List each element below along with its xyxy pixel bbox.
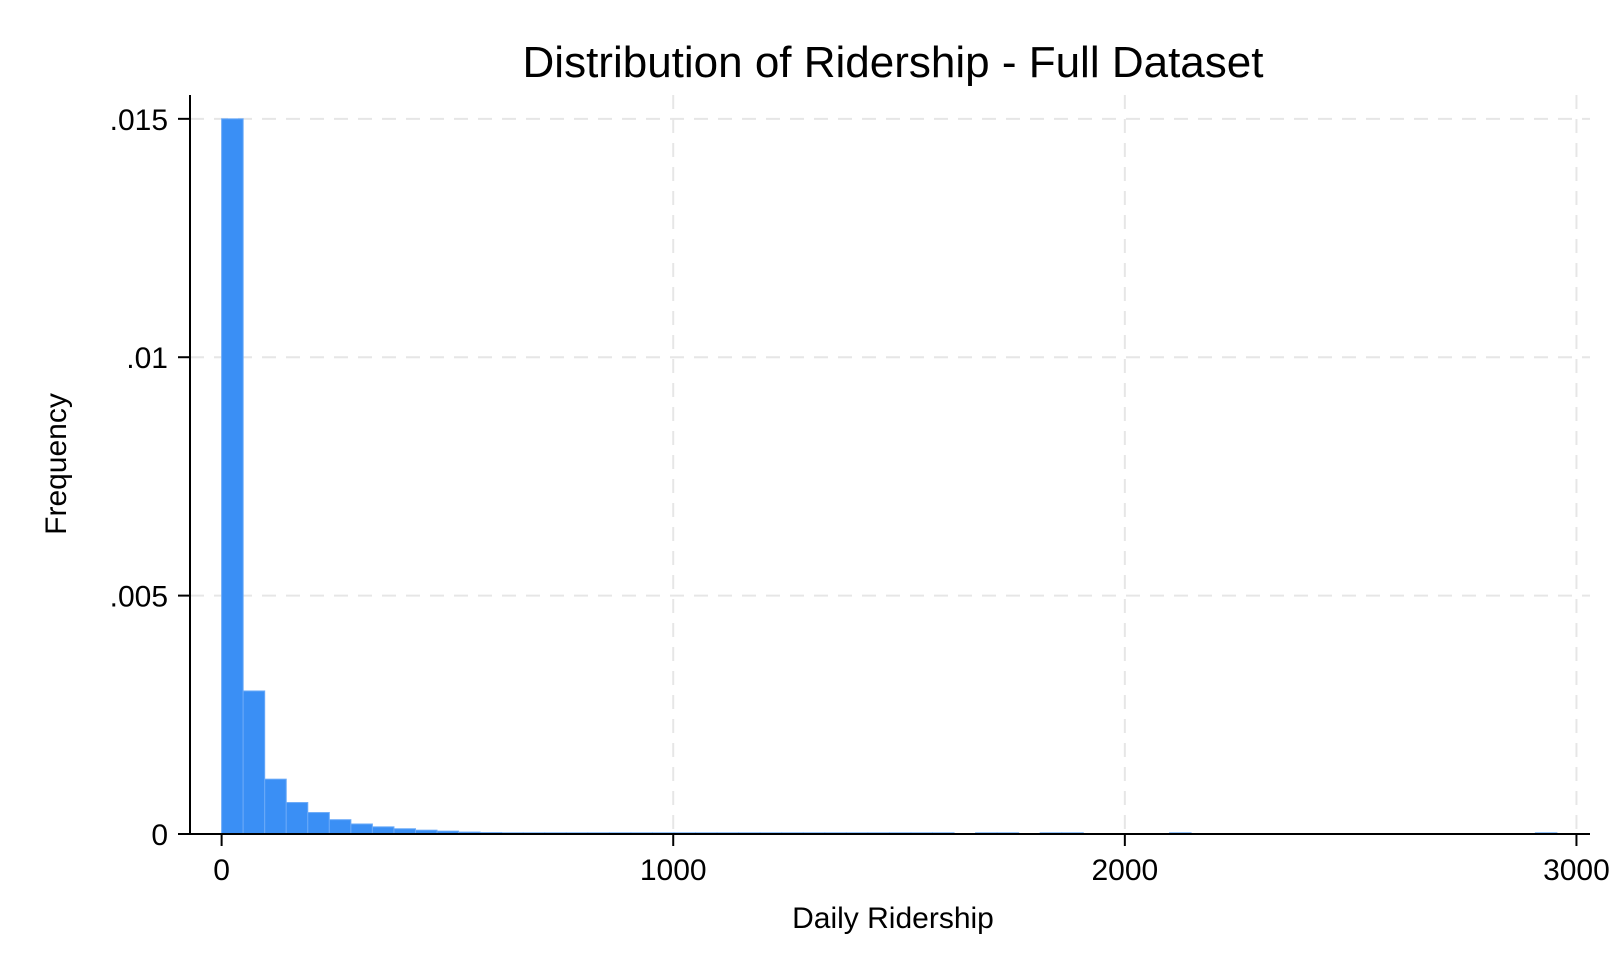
histogram-bars: [221, 118, 1558, 835]
histogram-bar-2: [264, 778, 287, 835]
histogram-bar-4: [307, 812, 330, 835]
histogram-bar-6: [350, 823, 373, 835]
x-tick-label: 2000: [1091, 854, 1158, 887]
y-tick-label: .01: [126, 342, 168, 375]
x-axis-title: Daily Ridership: [792, 902, 994, 935]
y-tick-label: .005: [110, 581, 168, 614]
histogram-bar-7: [371, 826, 395, 835]
histogram-bar-5: [328, 819, 352, 835]
axes: [178, 95, 1590, 846]
y-tick-label: 0: [151, 819, 168, 852]
x-tick-label: 1000: [640, 854, 707, 887]
y-axis-title: Frequency: [40, 393, 73, 535]
histogram-bar-0: [221, 118, 244, 835]
y-tick-label: .015: [110, 104, 168, 137]
chart-title: Distribution of Ridership - Full Dataset: [523, 38, 1264, 87]
x-tick-label: 3000: [1543, 854, 1610, 887]
x-tick-label: 0: [213, 854, 230, 887]
histogram-bar-1: [242, 690, 266, 835]
tick-labels: 0 .005 .01 .015 0 1000 2000 3000: [110, 104, 1610, 887]
histogram-bar-3: [285, 802, 309, 835]
grid-lines: [190, 95, 1590, 834]
